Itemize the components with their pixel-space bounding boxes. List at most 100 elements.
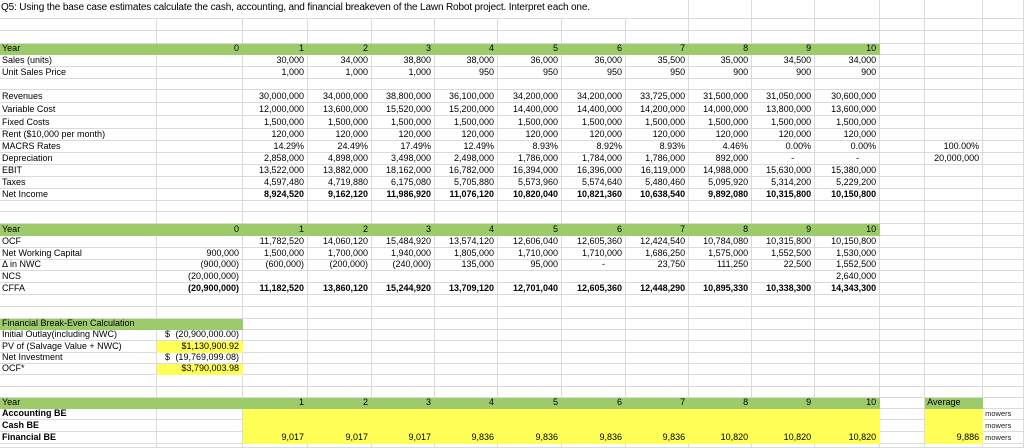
change-in-nwc-value[interactable]: 95,000 [498, 260, 562, 271]
sales-units-value[interactable]: 34,000 [308, 55, 372, 67]
ebit-value[interactable]: 16,394,000 [498, 165, 562, 177]
net-income-value[interactable]: 9,892,080 [689, 189, 753, 201]
empty-cell[interactable] [880, 189, 926, 201]
empty-cell[interactable] [925, 129, 984, 141]
empty-cell[interactable] [243, 319, 308, 330]
fixed-costs-value[interactable]: 1,500,000 [243, 116, 308, 129]
macrs-total-value[interactable]: 100.00% [925, 141, 984, 153]
fixed-costs-value[interactable]: 1,500,000 [498, 116, 562, 129]
empty-cell[interactable] [925, 271, 984, 283]
rent-value[interactable]: 120,000 [243, 129, 308, 141]
cash-be-average[interactable] [925, 420, 984, 432]
empty-cell[interactable] [983, 444, 1024, 448]
empty-cell[interactable] [689, 444, 753, 448]
change-in-nwc-value[interactable]: 23,750 [626, 260, 690, 271]
taxes-value[interactable]: 5,705,880 [435, 177, 498, 189]
empty-cell[interactable] [983, 153, 1024, 165]
change-in-nwc-value[interactable]: - [562, 260, 626, 271]
accounting-be-value[interactable] [689, 409, 753, 420]
empty-cell[interactable] [435, 19, 498, 31]
row-label[interactable]: Net Investment [0, 353, 157, 364]
empty-cell[interactable] [880, 409, 926, 420]
empty-cell[interactable] [308, 364, 372, 375]
empty-cell[interactable] [983, 67, 1024, 79]
year-header-cell[interactable]: 5 [498, 398, 562, 409]
empty-cell[interactable] [562, 307, 626, 319]
year-header-cell[interactable]: 8 [689, 44, 753, 55]
depreciation-value[interactable]: 1,784,000 [562, 153, 626, 165]
empty-cell[interactable] [752, 0, 816, 19]
sales-units-value[interactable]: 34,000 [815, 55, 881, 67]
change-in-nwc-value[interactable]: (600,000) [243, 260, 308, 271]
empty-cell[interactable] [880, 271, 926, 283]
financial-be-value[interactable]: 9,836 [498, 432, 562, 444]
ncs-value[interactable] [562, 271, 626, 283]
empty-cell[interactable] [880, 364, 926, 375]
empty-cell[interactable] [435, 201, 498, 212]
nwc-value[interactable]: 1,552,500 [752, 248, 816, 260]
empty-cell[interactable] [626, 444, 690, 448]
pv-salvage-value[interactable]: $1,130,900.92 [157, 341, 243, 353]
empty-cell[interactable] [689, 201, 753, 212]
empty-cell[interactable] [372, 212, 435, 224]
empty-cell[interactable] [562, 19, 626, 31]
rent-value[interactable]: 120,000 [372, 129, 435, 141]
net-income-value[interactable]: 9,162,120 [308, 189, 372, 201]
empty-cell[interactable] [435, 387, 498, 398]
empty-cell[interactable] [308, 295, 372, 307]
ebit-value[interactable]: 13,882,000 [308, 165, 372, 177]
empty-cell[interactable] [435, 444, 498, 448]
empty-cell[interactable] [815, 353, 881, 364]
empty-cell[interactable] [983, 353, 1024, 364]
empty-cell[interactable] [0, 375, 157, 387]
empty-cell[interactable] [689, 212, 753, 224]
financial-be-value[interactable]: 10,820 [689, 432, 753, 444]
year-header-cell[interactable]: 3 [372, 44, 435, 55]
empty-cell[interactable] [435, 295, 498, 307]
empty-cell[interactable] [880, 307, 926, 319]
empty-cell[interactable] [880, 295, 926, 307]
macrs-rate-value[interactable]: 17.49% [372, 141, 435, 153]
empty-cell[interactable] [562, 212, 626, 224]
row-label[interactable]: NCS [0, 271, 157, 283]
empty-cell[interactable] [880, 444, 926, 448]
empty-cell[interactable] [880, 330, 926, 341]
depreciation-value[interactable]: 1,786,000 [498, 153, 562, 165]
macrs-rate-value[interactable]: 8.92% [562, 141, 626, 153]
revenues-value[interactable]: 31,500,000 [689, 90, 753, 103]
empty-cell[interactable] [880, 79, 926, 90]
cffa-value[interactable]: 13,860,120 [308, 283, 372, 295]
cash-be-value[interactable] [435, 420, 498, 432]
variable-cost-value[interactable]: 13,800,000 [752, 103, 816, 116]
empty-cell[interactable] [925, 165, 984, 177]
fixed-costs-value[interactable]: 1,500,000 [562, 116, 626, 129]
empty-cell[interactable] [372, 364, 435, 375]
empty-cell[interactable] [925, 444, 984, 448]
empty-cell[interactable] [880, 420, 926, 432]
change-in-nwc-value[interactable]: (240,000) [372, 260, 435, 271]
year-header-cell[interactable]: 4 [435, 224, 498, 236]
average-header[interactable]: Average [925, 398, 984, 409]
empty-cell[interactable] [308, 341, 372, 353]
ncs-value[interactable] [243, 271, 308, 283]
variable-cost-value[interactable]: 13,600,000 [308, 103, 372, 116]
row-label[interactable]: OCF* [0, 364, 157, 375]
empty-cell[interactable] [752, 201, 816, 212]
depreciation-value[interactable]: 2,858,000 [243, 153, 308, 165]
empty-cell[interactable] [626, 19, 690, 31]
rent-value[interactable]: 120,000 [435, 129, 498, 141]
taxes-value[interactable]: 4,719,880 [308, 177, 372, 189]
year-header-cell[interactable]: 3 [372, 398, 435, 409]
row-label[interactable]: OCF [0, 236, 157, 248]
empty-cell[interactable] [925, 319, 984, 330]
ebit-value[interactable] [157, 165, 243, 177]
ocf-value[interactable]: 10,150,800 [815, 236, 881, 248]
variable-cost-value[interactable] [157, 103, 243, 116]
empty-cell[interactable] [626, 319, 690, 330]
empty-cell[interactable] [983, 19, 1024, 31]
empty-cell[interactable] [689, 387, 753, 398]
depreciation-value[interactable]: 1,786,000 [626, 153, 690, 165]
macrs-rate-value[interactable]: 8.93% [626, 141, 690, 153]
empty-cell[interactable] [435, 341, 498, 353]
empty-cell[interactable] [562, 31, 626, 44]
